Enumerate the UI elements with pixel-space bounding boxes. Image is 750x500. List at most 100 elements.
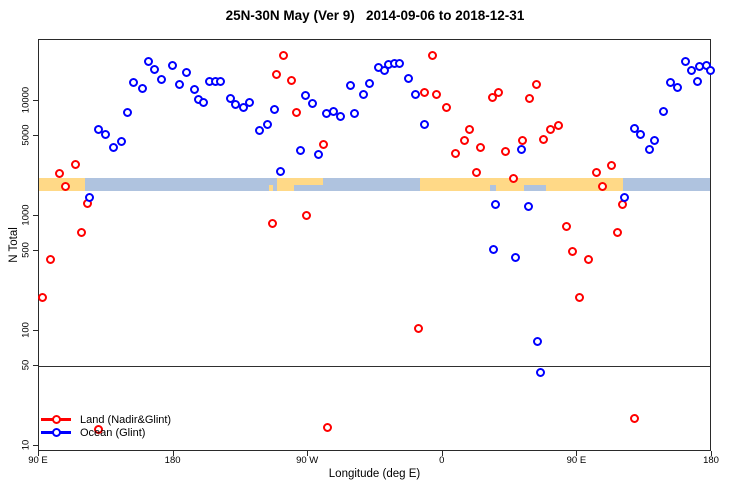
chart-title: 25N-30N May (Ver 9) 2014-09-06 to 2018-1… xyxy=(225,8,525,23)
data-point-ocean xyxy=(411,90,421,100)
data-point-land xyxy=(476,142,486,152)
y-axis-tick xyxy=(33,364,38,366)
data-point-land xyxy=(494,88,504,98)
land-legend-key xyxy=(41,413,71,426)
data-point-land xyxy=(323,423,333,433)
map-band-land-segment xyxy=(293,178,324,186)
data-point-ocean xyxy=(190,85,200,95)
y-tick-label: 100 xyxy=(20,322,32,339)
data-point-ocean xyxy=(122,107,132,117)
data-point-land xyxy=(525,93,535,103)
data-point-ocean xyxy=(523,202,533,212)
data-point-ocean xyxy=(255,125,265,135)
data-point-ocean xyxy=(150,64,160,74)
data-point-land xyxy=(292,107,302,117)
data-point-land xyxy=(554,120,564,130)
data-point-ocean xyxy=(314,149,324,159)
data-point-ocean xyxy=(666,78,676,88)
data-point-ocean xyxy=(239,102,249,112)
data-point-ocean xyxy=(276,166,286,176)
data-point-land xyxy=(272,69,282,79)
y-axis-tick xyxy=(33,249,38,251)
data-point-ocean xyxy=(157,74,167,84)
data-point-ocean xyxy=(216,76,226,86)
data-point-ocean xyxy=(116,137,126,147)
map-band xyxy=(39,178,710,192)
data-point-ocean xyxy=(687,66,697,76)
data-point-ocean xyxy=(419,119,429,129)
data-point-land xyxy=(432,90,442,100)
x-axis-tick xyxy=(38,451,39,456)
y-axis-tick xyxy=(33,100,38,102)
data-point-ocean xyxy=(673,83,683,93)
data-point-land xyxy=(575,293,585,303)
data-point-ocean xyxy=(129,78,139,88)
data-point-land xyxy=(584,254,594,264)
data-point-land xyxy=(451,149,460,159)
data-point-land xyxy=(54,168,64,178)
data-point-land xyxy=(509,174,519,184)
data-point-land xyxy=(413,323,423,333)
data-point-land xyxy=(517,135,527,145)
legend-label-land: Land (Nadir&Glint) xyxy=(80,413,172,426)
data-point-land xyxy=(420,87,430,97)
data-point-land xyxy=(471,168,481,178)
data-point-ocean xyxy=(245,98,255,108)
land-key-circle-icon xyxy=(51,415,61,424)
data-point-ocean xyxy=(635,129,645,139)
plot-area xyxy=(38,39,715,451)
data-point-ocean xyxy=(109,143,119,153)
data-point-land xyxy=(61,182,71,192)
data-point-land xyxy=(279,50,289,60)
data-point-land xyxy=(45,254,55,264)
map-band-land-segment xyxy=(276,178,294,192)
map-band-land-segment xyxy=(419,178,623,192)
legend-item-ocean: Ocean (Glint) xyxy=(41,426,171,439)
data-point-land xyxy=(94,424,104,434)
data-point-ocean xyxy=(225,93,235,103)
data-point-land xyxy=(459,135,469,145)
data-point-ocean xyxy=(335,111,345,121)
data-point-land xyxy=(598,182,608,192)
data-point-ocean xyxy=(296,145,306,155)
data-point-ocean xyxy=(181,68,191,78)
x-tick-label: 90 E xyxy=(28,455,48,466)
y-axis-tick xyxy=(33,330,38,332)
data-point-land xyxy=(38,293,48,303)
data-point-land xyxy=(607,160,617,170)
data-point-land xyxy=(531,79,541,89)
x-axis-tick xyxy=(441,451,443,456)
y-tick-label: 1000 xyxy=(20,204,32,226)
data-point-land xyxy=(465,124,475,134)
data-point-ocean xyxy=(329,106,339,116)
data-point-ocean xyxy=(394,58,404,68)
reference-line-50 xyxy=(39,365,710,367)
legend: Land (Nadir&Glint) Ocean (Glint) xyxy=(41,413,171,439)
map-band-land-segment xyxy=(269,185,274,192)
map-band-ocean-notch xyxy=(523,184,546,192)
x-tick-label: 90 W xyxy=(296,455,319,466)
x-axis-tick xyxy=(576,451,578,456)
ocean-legend-key xyxy=(41,426,71,439)
data-point-ocean xyxy=(516,144,526,154)
data-point-ocean xyxy=(167,60,177,70)
data-point-ocean xyxy=(706,66,715,76)
x-tick-label: 180 xyxy=(703,455,719,466)
data-point-ocean xyxy=(270,104,280,114)
data-point-land xyxy=(286,76,296,86)
y-axis-tick xyxy=(33,215,38,217)
data-point-land xyxy=(568,247,578,257)
data-point-ocean xyxy=(649,135,659,145)
legend-item-land: Land (Nadir&Glint) xyxy=(41,413,171,426)
y-axis-tick xyxy=(33,134,38,136)
data-point-ocean xyxy=(345,80,355,90)
data-point-ocean xyxy=(350,109,360,119)
data-point-ocean xyxy=(144,57,154,67)
data-point-land xyxy=(501,146,511,156)
data-point-ocean xyxy=(101,129,111,139)
data-point-ocean xyxy=(199,98,208,108)
data-point-land xyxy=(302,210,312,220)
x-axis-tick xyxy=(307,451,309,456)
data-point-ocean xyxy=(692,76,702,86)
data-point-ocean xyxy=(175,79,185,89)
